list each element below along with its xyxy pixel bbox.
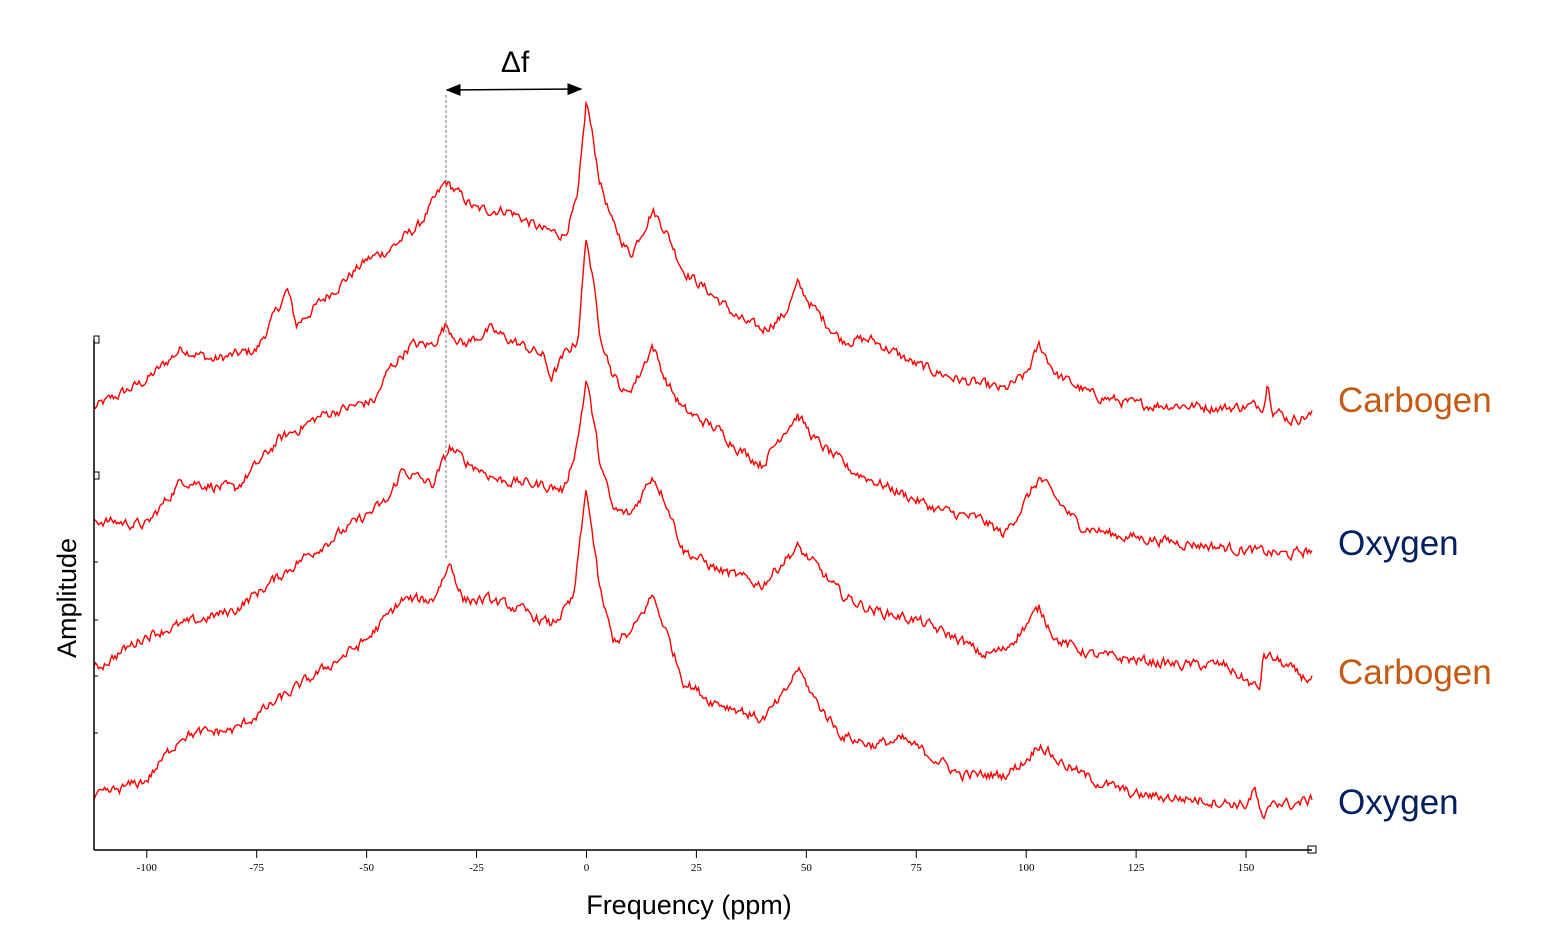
- x-tick-label: -100: [137, 862, 158, 874]
- x-tick-label: 50: [801, 862, 813, 874]
- series-label-oxygen: Oxygen: [1338, 783, 1459, 822]
- x-tick-label: 125: [1128, 862, 1145, 874]
- y-axis-title: Amplitude: [52, 538, 82, 658]
- x-tick-label: -25: [469, 862, 484, 874]
- x-tick-label: -75: [249, 862, 264, 874]
- x-tick-label: 100: [1018, 862, 1035, 874]
- y-axis-marker: [93, 471, 100, 480]
- series-label-oxygen: Oxygen: [1338, 524, 1459, 563]
- series-label-carbogen: Carbogen: [1338, 381, 1492, 420]
- series-label-carbogen: Carbogen: [1338, 653, 1492, 692]
- spectra-traces: [93, 100, 1313, 820]
- x-tick-label: 0: [584, 862, 590, 874]
- x-ticks: -100 -75 -50 -25 0 25 50 75 100 125 150: [137, 850, 1255, 874]
- x-tick-label: -50: [359, 862, 374, 874]
- spectrum-trace-carbogen: [93, 380, 1313, 692]
- x-tick-label: 25: [691, 862, 703, 874]
- x-tick-label: 75: [911, 862, 923, 874]
- y-axis-marker: [93, 335, 100, 344]
- x-axis-title: Frequency (ppm): [586, 890, 792, 920]
- spectrum-trace-oxygen: [93, 490, 1313, 820]
- axes: [93, 335, 1317, 854]
- delta-f-label: Δf: [501, 46, 530, 79]
- delta-f-arrow: [445, 83, 583, 96]
- spectrum-trace-oxygen: [93, 239, 1313, 562]
- x-axis-end-marker: [1307, 845, 1317, 854]
- series-labels: Carbogen Oxygen Carbogen Oxygen: [1338, 381, 1492, 822]
- x-tick-label: 150: [1238, 862, 1255, 874]
- spectrum-trace-carbogen: [93, 100, 1313, 427]
